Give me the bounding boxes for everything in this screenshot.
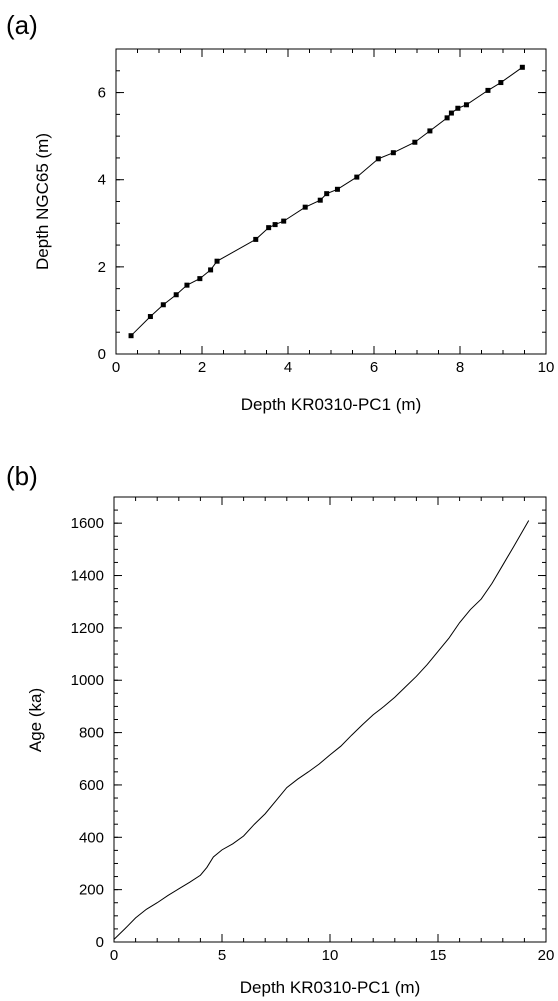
x-tick-label: 4 xyxy=(284,359,292,376)
x-axis-label-b: Depth KR0310-PC1 (m) xyxy=(240,978,420,997)
x-tick-label: 20 xyxy=(538,947,555,964)
data-point xyxy=(390,150,396,156)
data-point xyxy=(412,139,418,145)
x-tick-label: 0 xyxy=(112,359,120,376)
axis-ticks-a xyxy=(115,48,547,355)
y-tick-label: 1200 xyxy=(71,620,104,637)
plot-frame-b xyxy=(113,496,547,943)
x-tick-label: 8 xyxy=(456,359,464,376)
y-tick-label: 600 xyxy=(79,777,104,794)
x-tick-label: 2 xyxy=(198,359,206,376)
data-point xyxy=(266,225,272,231)
y-tick-label: 1000 xyxy=(71,672,104,689)
data-point xyxy=(498,80,504,86)
data-point xyxy=(317,197,323,203)
data-point xyxy=(448,110,454,116)
data-point xyxy=(160,302,166,308)
y-tick-label: 800 xyxy=(79,725,104,742)
data-point xyxy=(463,102,469,108)
data-point xyxy=(173,292,179,298)
tick-labels-a: 0 2 4 6 8 10 0 2 4 6 xyxy=(98,85,555,376)
series-marks-b xyxy=(113,520,530,940)
y-tick-label: 0 xyxy=(98,346,106,363)
data-point xyxy=(354,174,360,180)
y-tick-label: 200 xyxy=(79,882,104,899)
data-point xyxy=(334,186,340,192)
panel-label-a: (a) xyxy=(6,10,38,40)
y-tick-label: 4 xyxy=(98,172,106,189)
data-point xyxy=(485,87,491,93)
series-line xyxy=(130,66,523,337)
data-point xyxy=(208,267,214,273)
data-point xyxy=(281,218,287,224)
x-tick-label: 15 xyxy=(430,947,447,964)
data-point xyxy=(253,236,259,242)
data-point xyxy=(444,115,450,121)
y-axis-label-b: Age (ka) xyxy=(26,688,45,752)
x-axis-label-a: Depth KR0310-PC1 (m) xyxy=(241,395,421,414)
axis-ticks-b xyxy=(113,496,547,943)
x-tick-label: 10 xyxy=(538,359,555,376)
y-tick-label: 1600 xyxy=(71,515,104,532)
panel-a: (a) 0 2 4 6 8 10 0 2 4 6 Depth KR0310-PC1 (m) Dep… xyxy=(6,10,554,414)
y-tick-label: 0 xyxy=(96,934,104,951)
y-axis-label-a: Depth NGC65 (m) xyxy=(33,133,52,270)
x-tick-label: 10 xyxy=(322,947,339,964)
data-point xyxy=(214,258,220,264)
data-point xyxy=(197,276,203,282)
data-point xyxy=(427,128,433,134)
x-tick-label: 0 xyxy=(110,947,118,964)
y-tick-label: 6 xyxy=(98,85,106,102)
y-tick-label: 1400 xyxy=(71,568,104,585)
series-line xyxy=(113,520,530,940)
x-tick-label: 5 xyxy=(218,947,226,964)
data-point xyxy=(272,222,278,228)
data-point xyxy=(147,314,153,320)
panel-label-b: (b) xyxy=(6,461,38,491)
data-point xyxy=(375,156,381,162)
data-point xyxy=(455,105,461,111)
data-point xyxy=(302,204,308,210)
y-tick-label: 400 xyxy=(79,829,104,846)
series-marks-a xyxy=(128,64,525,339)
data-point xyxy=(519,64,525,70)
data-point xyxy=(324,191,330,197)
data-point xyxy=(184,282,190,288)
x-tick-label: 6 xyxy=(370,359,378,376)
data-point xyxy=(128,333,134,339)
y-tick-label: 2 xyxy=(98,259,106,276)
panel-b: (b) 0 5 10 15 200200400600800100012001400160… xyxy=(6,461,554,997)
